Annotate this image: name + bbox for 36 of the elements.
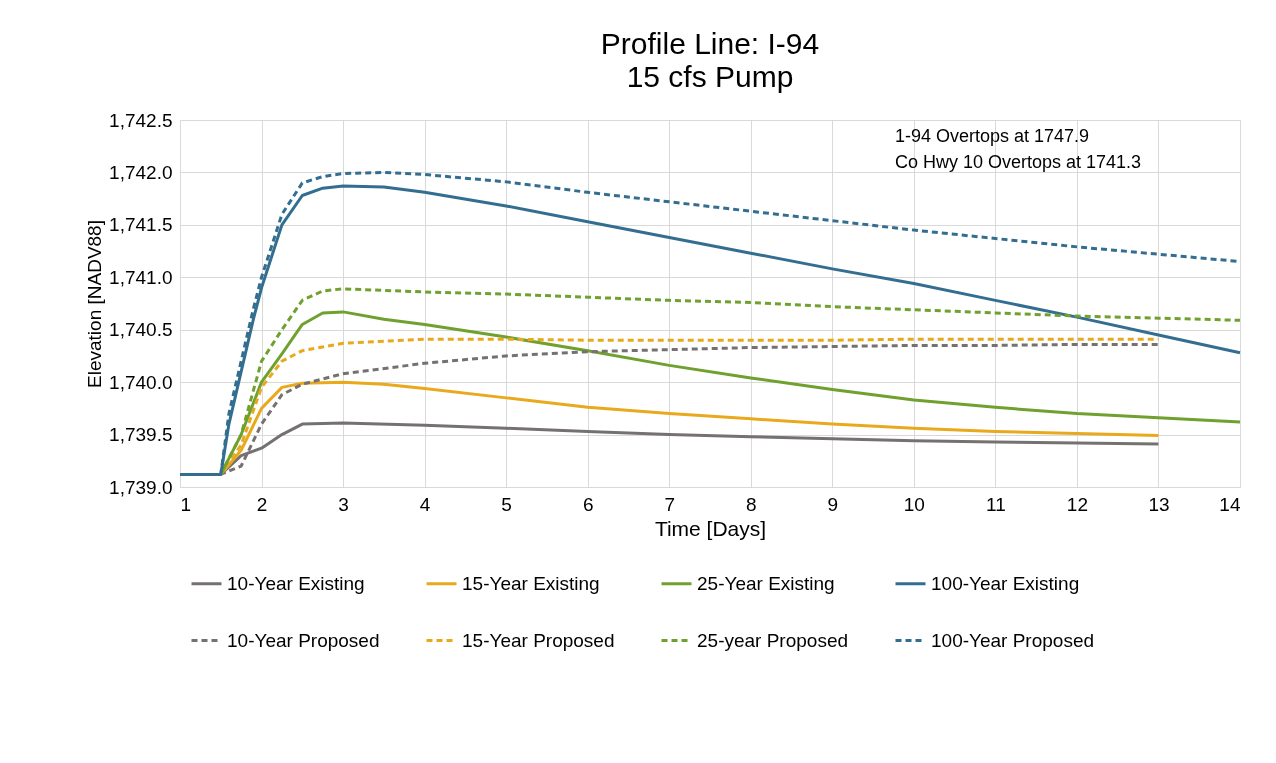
y-tick-label: 1,739.5 xyxy=(109,424,173,446)
annotation: 1-94 Overtops at 1747.9 xyxy=(895,126,1090,146)
x-tick-label: 3 xyxy=(338,493,349,515)
x-tick-label: 6 xyxy=(582,493,594,515)
y-tick-label: 1,741.5 xyxy=(109,214,173,236)
x-tick-label: 5 xyxy=(501,493,512,515)
x-tick-label: 4 xyxy=(419,493,431,515)
legend-label: 25-year Proposed xyxy=(697,629,849,651)
y-tick-label: 1,740.0 xyxy=(109,371,173,393)
legend-label: 100-Year Proposed xyxy=(931,629,1095,651)
x-tick-label: 10 xyxy=(903,493,925,515)
y-axis-title: Elevation [NADV88] xyxy=(84,220,106,388)
x-tick-label: 13 xyxy=(1148,493,1170,515)
legend-label: 10-Year Existing xyxy=(227,572,365,594)
x-tick-label: 11 xyxy=(986,493,1006,515)
x-tick-label: 12 xyxy=(1066,493,1088,515)
y-tick-label: 1,742.0 xyxy=(109,161,173,183)
legend-label: 15-Year Proposed xyxy=(462,629,615,651)
y-tick-label: 1,739.0 xyxy=(109,476,173,498)
x-tick-label: 1 xyxy=(180,493,192,515)
chart-subtitle: 15 cfs Pump xyxy=(626,60,794,93)
legend-label: 10-Year Proposed xyxy=(227,629,380,651)
y-tick-label: 1,742.5 xyxy=(109,109,173,131)
x-tick-label: 7 xyxy=(664,493,676,515)
x-tick-label: 8 xyxy=(745,493,757,515)
annotation: Co Hwy 10 Overtops at 1741.3 xyxy=(895,152,1142,172)
y-tick-label: 1,740.5 xyxy=(109,319,173,341)
x-tick-label: 2 xyxy=(256,493,268,515)
legend-label: 100-Year Existing xyxy=(931,572,1080,594)
legend-label: 15-Year Existing xyxy=(462,572,600,594)
x-tick-label: 9 xyxy=(827,493,839,515)
x-tick-label: 14 xyxy=(1219,493,1241,515)
chart-title: Profile Line: I-94 xyxy=(600,27,820,60)
y-tick-label: 1,741.0 xyxy=(109,266,173,288)
x-axis-title: Time [Days] xyxy=(654,516,767,540)
legend-label: 25-Year Existing xyxy=(697,572,835,594)
